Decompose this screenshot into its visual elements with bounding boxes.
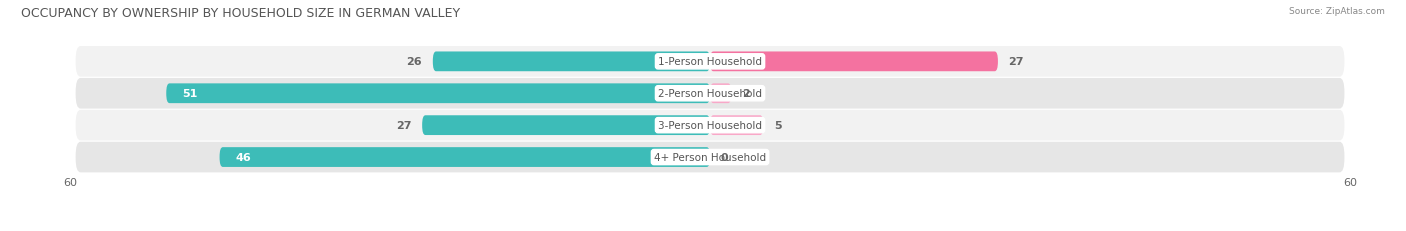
Text: Source: ZipAtlas.com: Source: ZipAtlas.com <box>1289 7 1385 16</box>
FancyBboxPatch shape <box>710 84 731 104</box>
Text: 3-Person Household: 3-Person Household <box>658 121 762 131</box>
Text: 2: 2 <box>742 89 749 99</box>
FancyBboxPatch shape <box>76 79 1344 109</box>
FancyBboxPatch shape <box>433 52 710 72</box>
Text: 1-Person Household: 1-Person Household <box>658 57 762 67</box>
Text: 4+ Person Household: 4+ Person Household <box>654 152 766 162</box>
FancyBboxPatch shape <box>219 148 710 167</box>
FancyBboxPatch shape <box>422 116 710 135</box>
Text: 2-Person Household: 2-Person Household <box>658 89 762 99</box>
Text: 46: 46 <box>236 152 252 162</box>
FancyBboxPatch shape <box>166 84 710 104</box>
Text: OCCUPANCY BY OWNERSHIP BY HOUSEHOLD SIZE IN GERMAN VALLEY: OCCUPANCY BY OWNERSHIP BY HOUSEHOLD SIZE… <box>21 7 460 20</box>
Text: 0: 0 <box>721 152 728 162</box>
FancyBboxPatch shape <box>710 116 763 135</box>
FancyBboxPatch shape <box>76 142 1344 173</box>
Text: 51: 51 <box>183 89 198 99</box>
FancyBboxPatch shape <box>710 52 998 72</box>
Text: 27: 27 <box>1008 57 1024 67</box>
Text: 27: 27 <box>396 121 412 131</box>
Legend: Owner-occupied, Renter-occupied: Owner-occupied, Renter-occupied <box>586 227 834 231</box>
FancyBboxPatch shape <box>76 47 1344 77</box>
FancyBboxPatch shape <box>76 110 1344 141</box>
Text: 5: 5 <box>773 121 782 131</box>
Text: 26: 26 <box>406 57 422 67</box>
